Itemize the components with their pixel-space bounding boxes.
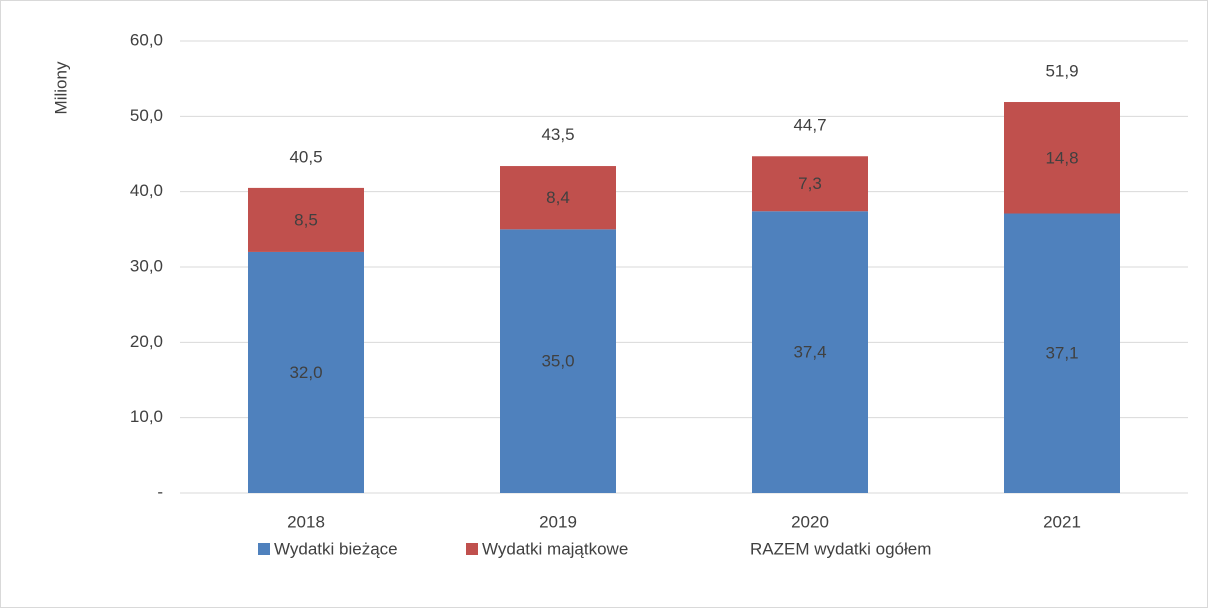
bar-segment: [500, 166, 616, 230]
total-label: 44,7: [793, 116, 826, 135]
y-tick-label: 50,0: [130, 106, 163, 125]
data-label: 8,5: [294, 210, 318, 229]
data-label: 8,4: [546, 188, 570, 207]
total-label: 40,5: [289, 147, 322, 166]
bar-segment: [752, 156, 868, 212]
total-label: 43,5: [541, 125, 574, 144]
y-tick-label: -: [157, 482, 163, 501]
x-tick-label: 2021: [1043, 512, 1081, 531]
y-tick-label: 40,0: [130, 181, 163, 200]
bar-segment: [248, 187, 364, 252]
y-tick-label: 10,0: [130, 407, 163, 426]
bar-segment: [1004, 102, 1120, 214]
bar-segment: [752, 211, 868, 493]
y-tick-label: 60,0: [130, 30, 163, 49]
bar-segment: [1004, 213, 1120, 493]
x-tick-label: 2019: [539, 512, 577, 531]
total-label: 51,9: [1045, 62, 1078, 81]
data-label: 7,3: [798, 174, 822, 193]
data-label: 37,4: [793, 343, 826, 362]
y-tick-label: 30,0: [130, 256, 163, 275]
y-axis-label: Miliony: [51, 61, 70, 114]
bar-segment: [500, 229, 616, 494]
data-label: 35,0: [541, 352, 574, 371]
legend-label: RAZEM wydatki ogółem: [750, 539, 931, 558]
data-label: 32,0: [289, 363, 322, 382]
x-tick-label: 2018: [287, 512, 325, 531]
data-label: 14,8: [1045, 148, 1078, 167]
data-label: 37,1: [1045, 344, 1078, 363]
x-tick-label: 2020: [791, 512, 829, 531]
bar-segment: [248, 251, 364, 493]
legend-label: Wydatki majątkowe: [482, 539, 628, 558]
legend-swatch: [258, 543, 270, 555]
legend-label: Wydatki bieżące: [274, 539, 398, 558]
legend-swatch: [466, 543, 478, 555]
y-tick-label: 20,0: [130, 332, 163, 351]
